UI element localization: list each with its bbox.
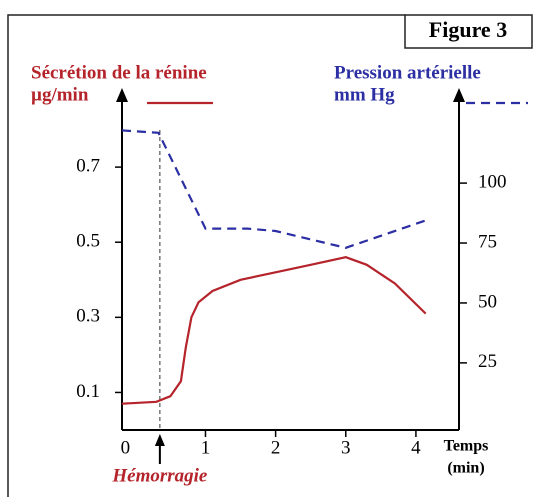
y-tick-label: 0.5 [76, 231, 100, 252]
y2-tick-label: 50 [478, 291, 497, 312]
y-axis-label: Sécrétion de la rénine [31, 62, 207, 83]
y2-axis-arrow [453, 88, 465, 102]
y2-axis-unit: mm Hg [334, 84, 395, 105]
x-axis-label: Temps [444, 438, 489, 455]
y2-tick-label: 100 [478, 171, 507, 192]
y-tick-label: 0.3 [76, 306, 100, 327]
y-tick-label: 0.7 [76, 155, 100, 176]
chart-title: Figure 3 [429, 17, 507, 42]
x-axis-unit: (min) [447, 460, 484, 477]
x-tick-label: 3 [341, 437, 351, 458]
y2-axis-label: Pression artérielle [334, 62, 481, 83]
x-tick-label: 1 [201, 437, 211, 458]
y2-tick-label: 75 [478, 231, 497, 252]
frame [7, 14, 405, 497]
y-tick-label: 0.1 [76, 381, 100, 402]
y-axis-unit: µg/min [31, 84, 89, 105]
x-tick-label: 2 [271, 437, 281, 458]
annotation-label: Hémorragie [111, 465, 208, 486]
y-axis-arrow [116, 88, 128, 102]
y2-tick-label: 25 [478, 351, 497, 372]
series-line [121, 256, 427, 405]
annotation-arrowhead [154, 434, 165, 446]
series-line [121, 129, 431, 249]
x-tick-label: 4 [411, 437, 421, 458]
title-box [404, 14, 533, 49]
x-tick-label: 0 [121, 437, 131, 458]
